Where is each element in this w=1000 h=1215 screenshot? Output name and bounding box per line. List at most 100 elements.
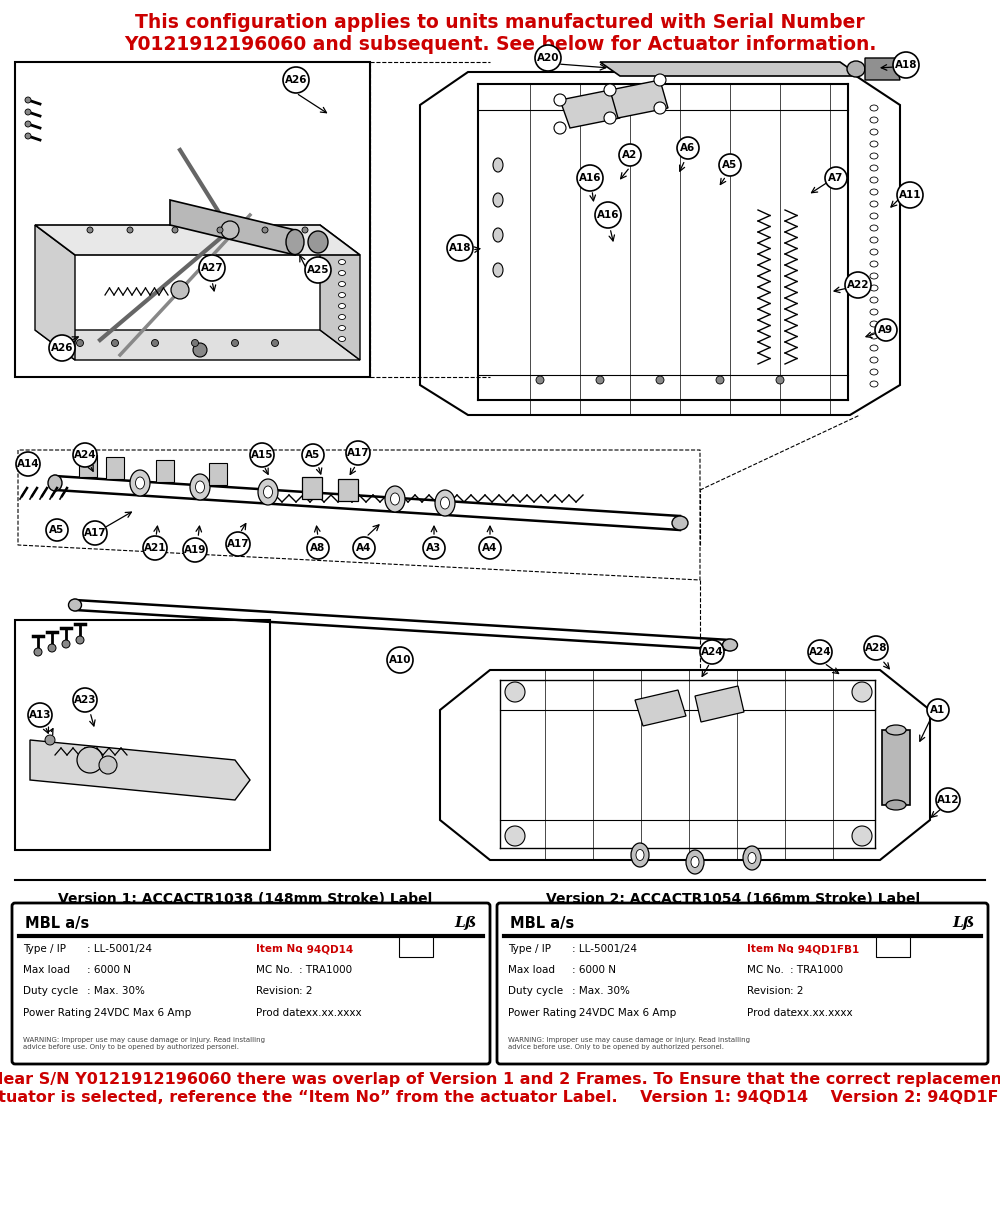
FancyBboxPatch shape (15, 620, 270, 850)
Ellipse shape (338, 337, 346, 341)
Ellipse shape (672, 516, 688, 530)
Text: WARNING: Improper use may cause damage or injury. Read installing
advice before : WARNING: Improper use may cause damage o… (508, 1036, 750, 1050)
Circle shape (283, 67, 309, 94)
Circle shape (677, 137, 699, 159)
Circle shape (172, 227, 178, 233)
Ellipse shape (870, 357, 878, 363)
Circle shape (716, 375, 724, 384)
Text: Power Rating: Power Rating (23, 1007, 91, 1018)
Circle shape (535, 45, 561, 70)
Circle shape (897, 182, 923, 208)
Text: A24: A24 (809, 648, 831, 657)
Circle shape (654, 102, 666, 114)
Ellipse shape (390, 493, 400, 505)
Text: MBL a/s: MBL a/s (510, 916, 574, 931)
Text: A12: A12 (937, 795, 959, 806)
Text: : 94QD1FB1: : 94QD1FB1 (790, 944, 859, 954)
Ellipse shape (136, 477, 144, 488)
Ellipse shape (870, 104, 878, 111)
Ellipse shape (870, 200, 878, 207)
Text: A23: A23 (74, 695, 96, 705)
Ellipse shape (748, 853, 756, 864)
Ellipse shape (631, 843, 649, 868)
Text: A19: A19 (184, 546, 206, 555)
Text: A24: A24 (74, 450, 96, 460)
Text: A5: A5 (49, 525, 65, 535)
Circle shape (936, 789, 960, 812)
Circle shape (302, 443, 324, 467)
Ellipse shape (493, 158, 503, 173)
Ellipse shape (870, 249, 878, 255)
Text: : LL-5001/24: : LL-5001/24 (87, 944, 152, 954)
Ellipse shape (68, 599, 82, 611)
Circle shape (447, 234, 473, 261)
Ellipse shape (870, 261, 878, 267)
Text: Lß: Lß (953, 916, 975, 929)
Circle shape (353, 537, 375, 559)
Ellipse shape (870, 213, 878, 219)
FancyBboxPatch shape (882, 730, 910, 806)
Polygon shape (30, 740, 250, 799)
Circle shape (423, 537, 445, 559)
Text: A15: A15 (251, 450, 273, 460)
Text: : 2: : 2 (790, 987, 804, 996)
Ellipse shape (870, 225, 878, 231)
Circle shape (25, 109, 31, 115)
Polygon shape (560, 90, 620, 128)
Circle shape (46, 519, 68, 541)
Text: : 6000 N: : 6000 N (87, 965, 131, 976)
Text: A2: A2 (622, 149, 638, 160)
Circle shape (808, 640, 832, 665)
Ellipse shape (196, 481, 205, 493)
Ellipse shape (870, 117, 878, 123)
Circle shape (719, 154, 741, 176)
Circle shape (875, 320, 897, 341)
Ellipse shape (691, 857, 699, 868)
Ellipse shape (308, 231, 328, 253)
Circle shape (596, 375, 604, 384)
FancyBboxPatch shape (876, 937, 910, 957)
Text: Power Rating: Power Rating (508, 1007, 576, 1018)
Text: A28: A28 (865, 643, 887, 652)
Ellipse shape (435, 490, 455, 516)
Text: A6: A6 (680, 143, 696, 153)
Ellipse shape (338, 326, 346, 330)
Text: A22: A22 (847, 279, 869, 290)
Text: Prod date: Prod date (256, 1007, 306, 1018)
Text: A1: A1 (930, 705, 946, 714)
Circle shape (62, 640, 70, 648)
Ellipse shape (870, 273, 878, 279)
Circle shape (87, 227, 93, 233)
Ellipse shape (338, 293, 346, 298)
Circle shape (77, 747, 103, 773)
Ellipse shape (870, 345, 878, 351)
Circle shape (73, 443, 97, 467)
Text: A11: A11 (899, 190, 921, 200)
Circle shape (604, 84, 616, 96)
Text: A18: A18 (895, 60, 917, 70)
FancyBboxPatch shape (156, 460, 174, 482)
Text: A4: A4 (356, 543, 372, 553)
Circle shape (387, 648, 413, 673)
Text: A13: A13 (29, 710, 51, 720)
Circle shape (76, 339, 84, 346)
Text: A17: A17 (347, 448, 369, 458)
FancyBboxPatch shape (338, 479, 358, 501)
Circle shape (28, 703, 52, 727)
Text: : 24VDC Max 6 Amp: : 24VDC Max 6 Amp (87, 1007, 191, 1018)
Text: A9: A9 (878, 324, 894, 335)
Ellipse shape (847, 61, 865, 77)
Text: WARNING: Improper use may cause damage or injury. Read installing
advice before : WARNING: Improper use may cause damage o… (23, 1036, 265, 1050)
Ellipse shape (385, 486, 405, 512)
Text: : xx.xx.xxxx: : xx.xx.xxxx (790, 1007, 853, 1018)
FancyBboxPatch shape (79, 454, 97, 477)
Circle shape (127, 227, 133, 233)
Text: MBL a/s: MBL a/s (25, 916, 89, 931)
Ellipse shape (865, 60, 887, 79)
Text: A7: A7 (828, 173, 844, 183)
FancyBboxPatch shape (209, 463, 227, 485)
Text: Y0121912196060 and subsequent. See below for Actuator information.: Y0121912196060 and subsequent. See below… (124, 34, 876, 53)
Ellipse shape (264, 486, 272, 498)
FancyBboxPatch shape (497, 903, 988, 1064)
Circle shape (619, 145, 641, 166)
